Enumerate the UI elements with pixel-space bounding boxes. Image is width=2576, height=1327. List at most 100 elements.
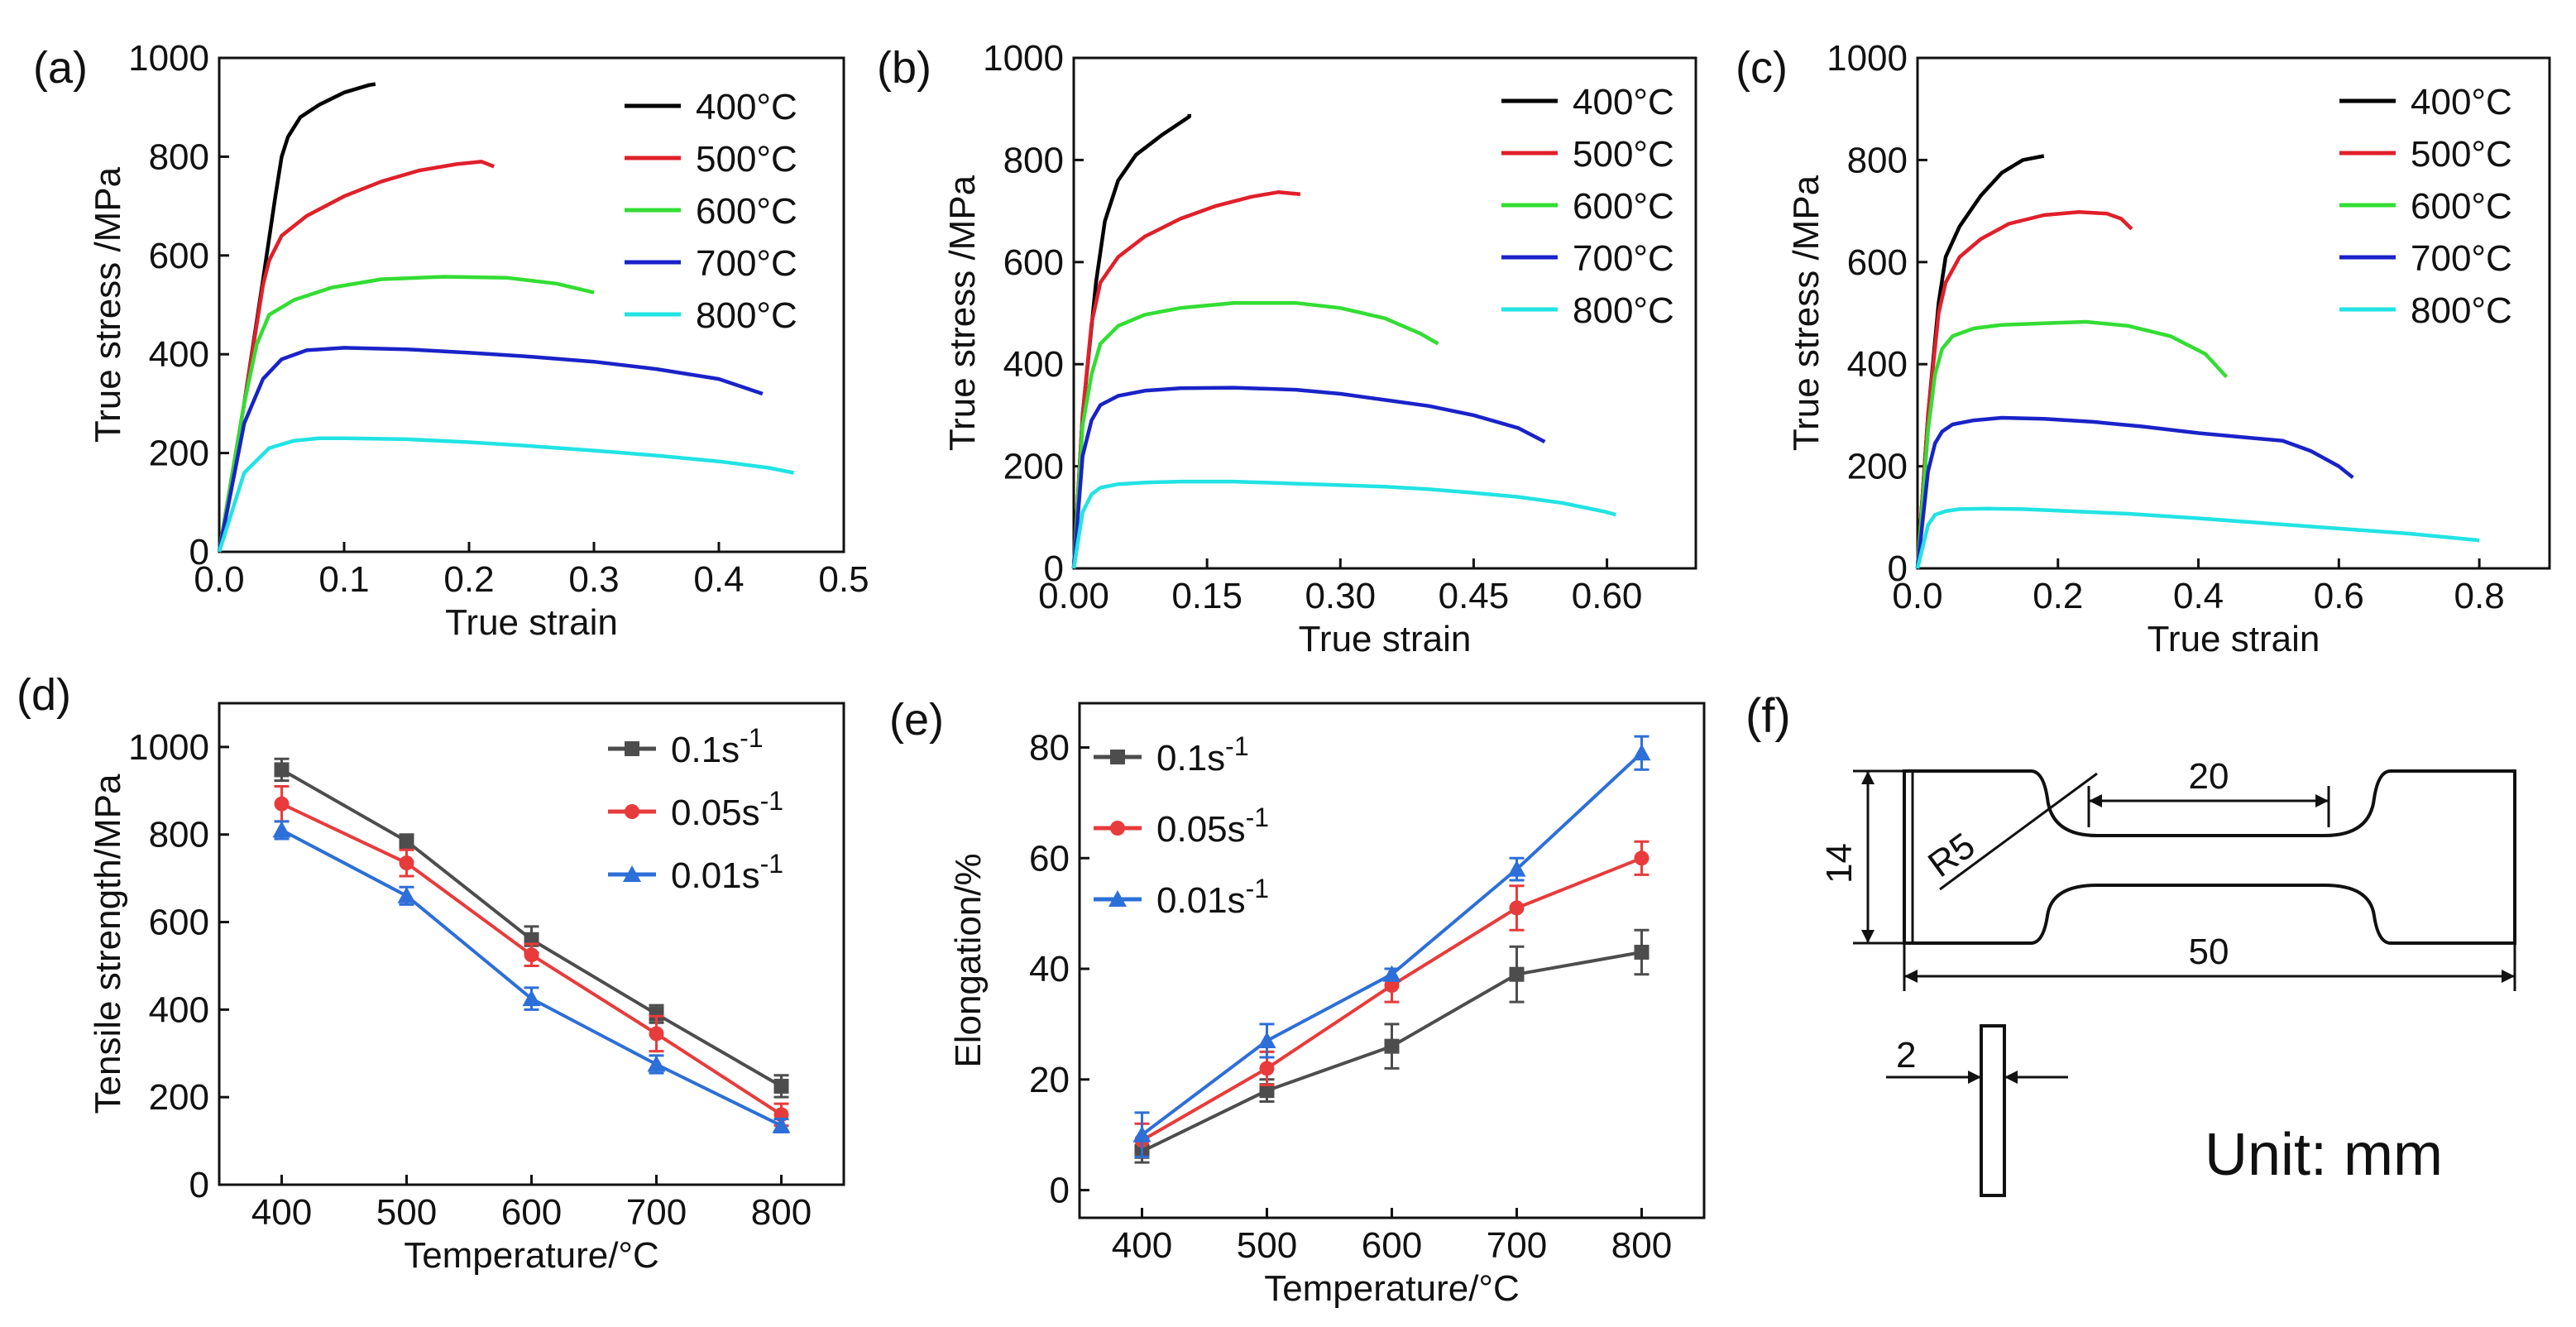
y-tick-label: 200 (1847, 447, 1908, 487)
y-axis-title: True stress /MPa (88, 166, 128, 443)
x-axis-title: Temperature/°C (404, 1235, 659, 1276)
dim-label-width: 14 (1819, 843, 1860, 884)
x-tick-label: 700 (1487, 1225, 1547, 1266)
chart-d-tensile-strength: (d) 400 500 600 700 800 0 200 400 600 800 1000 Tempe… (17, 670, 845, 1276)
legend-marker (623, 865, 641, 882)
x-tick-label: 0.60 (1572, 576, 1643, 616)
y-tick-label: 0 (189, 532, 209, 572)
legend-label: 0.1s-1 (1156, 731, 1249, 778)
data-point (1132, 1125, 1152, 1143)
dim-label-length: 50 (2189, 932, 2229, 972)
y-tick-label: 400 (1003, 344, 1064, 385)
data-point (1634, 944, 1650, 960)
x-tick-label: 0.2 (443, 559, 494, 600)
x-tick-label: 400 (251, 1192, 312, 1233)
arrow-gauge-left (2089, 794, 2102, 807)
data-point (522, 989, 541, 1007)
series-line-800C (217, 436, 795, 553)
x-axis-title: True strain (1299, 619, 1472, 659)
y-tick-label: 800 (149, 137, 209, 177)
y-tick-label: 20 (1029, 1060, 1070, 1100)
data-point (1509, 966, 1525, 982)
x-tick-label: 500 (376, 1192, 437, 1233)
y-tick-label: 0 (1888, 549, 1908, 589)
y-tick-label: 200 (149, 434, 209, 474)
x-axis-title: Temperature/°C (1264, 1268, 1520, 1309)
y-axis-title: True stress /MPa (942, 175, 983, 451)
legend-label: 800°C (1573, 290, 1674, 331)
legend-label: 0.01s-1 (671, 849, 783, 896)
data-point (1634, 850, 1650, 866)
series-line-500C (1071, 190, 1301, 569)
x-tick-label: 600 (501, 1192, 562, 1233)
x-tick-label: 600 (1362, 1225, 1422, 1266)
x-axis-title: True strain (445, 602, 618, 643)
legend-label: 600°C (696, 191, 797, 232)
data-point (274, 796, 290, 812)
y-axis-title: Tensile strength/MPa (88, 774, 128, 1114)
dim-label-radius: R5 (1921, 825, 1982, 885)
y-tick-label: 60 (1029, 838, 1070, 879)
x-tick-label: 0.3 (568, 559, 619, 600)
y-tick-label: 1000 (1827, 38, 1908, 79)
y-tick-label: 400 (149, 989, 209, 1030)
arrow-width-bottom (1861, 930, 1875, 943)
y-tick-label: 1000 (128, 727, 209, 768)
arrow-thickness-right (2004, 1071, 2018, 1084)
legend-label: 500°C (1573, 134, 1674, 175)
y-tick-label: 400 (149, 334, 209, 375)
series-line-700C (1915, 415, 2354, 569)
data-point (773, 1078, 789, 1094)
y-tick-label: 600 (1847, 242, 1908, 283)
y-tick-label: 0 (1044, 549, 1064, 589)
arrow-length-right (2502, 970, 2515, 983)
y-tick-label: 400 (1847, 344, 1908, 385)
legend-marker (1110, 750, 1125, 764)
specimen-thickness-view (1980, 1024, 2006, 1197)
legend-label: 400°C (2411, 82, 2512, 122)
panel-label-d: (d) (17, 670, 71, 720)
plot-frame-b (1072, 56, 1697, 570)
x-tick-label: 0.2 (2033, 576, 2083, 616)
y-tick-label: 40 (1029, 949, 1070, 989)
data-point (1632, 744, 1651, 761)
data-point (1382, 965, 1401, 982)
data-point (772, 1116, 791, 1133)
y-axis-title: Elongation/% (948, 853, 989, 1067)
data-point (1259, 1083, 1275, 1099)
y-tick-label: 800 (1847, 140, 1908, 180)
series-line-500C (1915, 210, 2133, 569)
legend-label: 400°C (1573, 82, 1674, 122)
arrow-width-top (1861, 771, 1875, 784)
legend-marker (625, 741, 639, 756)
legend-label: 800°C (2411, 290, 2512, 331)
panel-label-a: (a) (33, 43, 88, 93)
data-point (397, 886, 416, 903)
series-line-600C (217, 275, 595, 553)
legend-marker (625, 804, 639, 819)
legend-label: 600°C (1573, 186, 1674, 227)
series-line-400C (1915, 154, 2045, 569)
legend-label: 0.05s-1 (671, 786, 783, 833)
plot-frame-a (218, 56, 845, 553)
legend-label: 0.05s-1 (1156, 802, 1269, 850)
legend-label: 0.01s-1 (1156, 874, 1269, 921)
panel-label-c: (c) (1736, 43, 1788, 93)
series-line-600C (1915, 319, 2229, 569)
data-point (1509, 900, 1525, 916)
data-point (649, 1026, 664, 1042)
legend-marker (1110, 821, 1125, 836)
x-tick-label: 0.0 (194, 559, 244, 600)
legend-label: 0.1s-1 (671, 723, 764, 770)
x-tick-label: 500 (1237, 1225, 1297, 1266)
series-line-700C (1071, 386, 1546, 569)
y-tick-label: 1000 (128, 38, 209, 79)
x-tick-label: 0.5 (818, 559, 869, 600)
x-tick-label: 0.4 (2173, 576, 2224, 616)
x-tick-label: 0.45 (1439, 576, 1510, 616)
y-tick-label: 0 (189, 1165, 209, 1205)
y-tick-label: 200 (149, 1077, 209, 1118)
data-point (399, 833, 414, 849)
series-line-800C (1915, 506, 2480, 569)
